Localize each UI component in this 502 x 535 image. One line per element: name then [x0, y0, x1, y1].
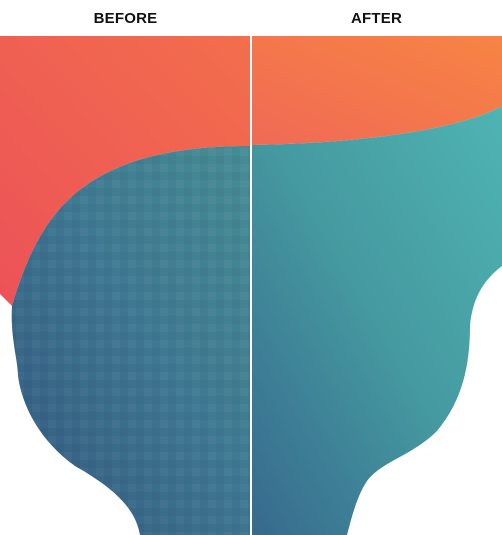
before-image: [0, 36, 250, 535]
after-label: AFTER: [351, 9, 402, 27]
after-image-panel: [252, 36, 502, 535]
after-image: [252, 36, 502, 535]
coral-shape: [0, 36, 250, 306]
blue-shape: [252, 106, 502, 535]
before-image-panel: [0, 36, 250, 535]
panel-divider: [250, 36, 252, 535]
coral-shape: [252, 36, 502, 145]
before-label: BEFORE: [93, 9, 158, 27]
